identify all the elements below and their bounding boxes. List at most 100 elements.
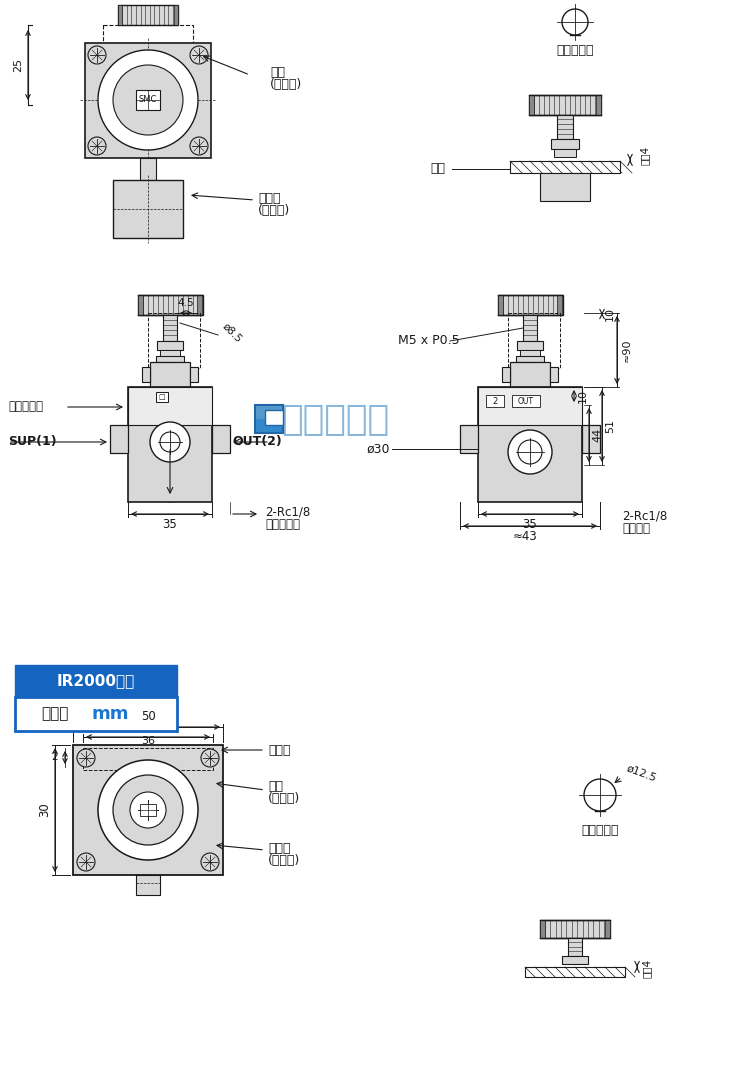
Circle shape <box>88 46 106 64</box>
Bar <box>83 748 213 770</box>
Bar <box>157 341 183 350</box>
Bar <box>73 745 223 875</box>
Bar <box>197 295 202 315</box>
Bar <box>136 90 160 110</box>
Text: OUT(2): OUT(2) <box>232 436 282 449</box>
Bar <box>557 295 562 315</box>
Bar <box>498 295 563 315</box>
Circle shape <box>508 430 552 474</box>
Circle shape <box>113 65 183 135</box>
Bar <box>140 158 156 180</box>
Bar <box>128 387 212 425</box>
Bar <box>113 180 183 238</box>
Bar <box>568 938 582 955</box>
Text: 接管口径: 接管口径 <box>622 522 650 535</box>
Text: 压力表: 压力表 <box>258 191 280 204</box>
Bar <box>148 313 200 368</box>
Text: ≈43: ≈43 <box>513 529 537 542</box>
Bar <box>190 367 198 382</box>
Text: ø8.5: ø8.5 <box>220 322 243 345</box>
Bar <box>142 367 150 382</box>
Text: 托架: 托架 <box>270 65 285 78</box>
Text: 先导排气口: 先导排气口 <box>8 400 43 413</box>
Circle shape <box>190 137 208 155</box>
Bar <box>15 665 177 697</box>
Bar <box>510 362 550 387</box>
Bar <box>498 295 503 315</box>
Text: (可选项): (可选项) <box>268 853 300 866</box>
Text: 2-Rc1/8: 2-Rc1/8 <box>265 505 310 518</box>
Circle shape <box>130 792 166 828</box>
Circle shape <box>77 749 95 767</box>
Text: IR2000系列: IR2000系列 <box>57 674 135 688</box>
Bar <box>605 920 610 938</box>
Text: □: □ <box>159 393 165 400</box>
Text: mm: mm <box>92 705 129 723</box>
Bar <box>596 95 601 115</box>
Bar <box>551 139 579 149</box>
Bar <box>557 115 573 139</box>
Circle shape <box>88 137 106 155</box>
Bar <box>103 25 193 43</box>
Circle shape <box>98 760 198 860</box>
Text: (可选项): (可选项) <box>270 78 302 91</box>
Bar <box>540 920 545 938</box>
Bar <box>118 5 178 25</box>
Text: ø12.5: ø12.5 <box>625 763 658 783</box>
Text: 面板安装孔: 面板安装孔 <box>556 43 594 57</box>
Text: 面板: 面板 <box>430 162 445 175</box>
Bar <box>512 395 540 407</box>
Text: 压力表: 压力表 <box>268 841 290 854</box>
Bar <box>140 804 156 816</box>
Bar <box>136 875 160 895</box>
Text: 36: 36 <box>141 736 155 746</box>
Text: 2: 2 <box>492 397 498 405</box>
Bar <box>150 362 190 387</box>
Bar <box>256 407 282 418</box>
Text: 五金旗舰店: 五金旗舰店 <box>281 403 389 437</box>
Bar <box>529 95 601 115</box>
Bar <box>486 395 504 407</box>
Text: 最厚4: 最厚4 <box>640 146 650 164</box>
Bar <box>582 425 600 453</box>
Bar <box>523 315 537 341</box>
Text: 压力表口径: 压力表口径 <box>265 517 300 530</box>
Text: 2-Rc1/8: 2-Rc1/8 <box>622 510 668 523</box>
Text: 35: 35 <box>163 517 177 530</box>
Bar <box>110 425 128 453</box>
Bar <box>156 357 184 362</box>
Text: 单位：: 单位： <box>41 707 69 722</box>
Bar <box>510 161 620 173</box>
Bar <box>128 387 212 502</box>
Text: (可选项): (可选项) <box>258 203 290 216</box>
Text: 10: 10 <box>578 389 588 403</box>
Text: 安装孔: 安装孔 <box>268 744 290 757</box>
Text: 51: 51 <box>605 418 615 433</box>
Bar <box>502 367 510 382</box>
Text: ≈90: ≈90 <box>622 338 632 362</box>
Text: 最厚4: 最厚4 <box>642 959 652 977</box>
Circle shape <box>150 422 190 462</box>
Bar <box>85 43 211 158</box>
Text: 35: 35 <box>523 517 537 530</box>
Bar <box>138 295 143 315</box>
Bar <box>478 387 582 425</box>
Bar <box>138 295 203 315</box>
Text: 4.5: 4.5 <box>178 298 194 308</box>
Circle shape <box>201 853 219 871</box>
Text: 面板安装孔: 面板安装孔 <box>581 824 619 837</box>
Bar <box>554 149 576 157</box>
Bar <box>525 967 625 977</box>
Text: 44: 44 <box>592 428 602 442</box>
Bar <box>163 315 177 341</box>
Bar <box>156 392 168 402</box>
Text: SUP(1): SUP(1) <box>8 436 57 449</box>
Bar <box>529 95 534 115</box>
Circle shape <box>98 50 198 150</box>
Bar <box>520 350 540 357</box>
Bar <box>550 367 558 382</box>
Text: ø30: ø30 <box>367 442 390 455</box>
Text: 50: 50 <box>141 711 155 724</box>
Circle shape <box>201 749 219 767</box>
Bar <box>15 697 177 730</box>
